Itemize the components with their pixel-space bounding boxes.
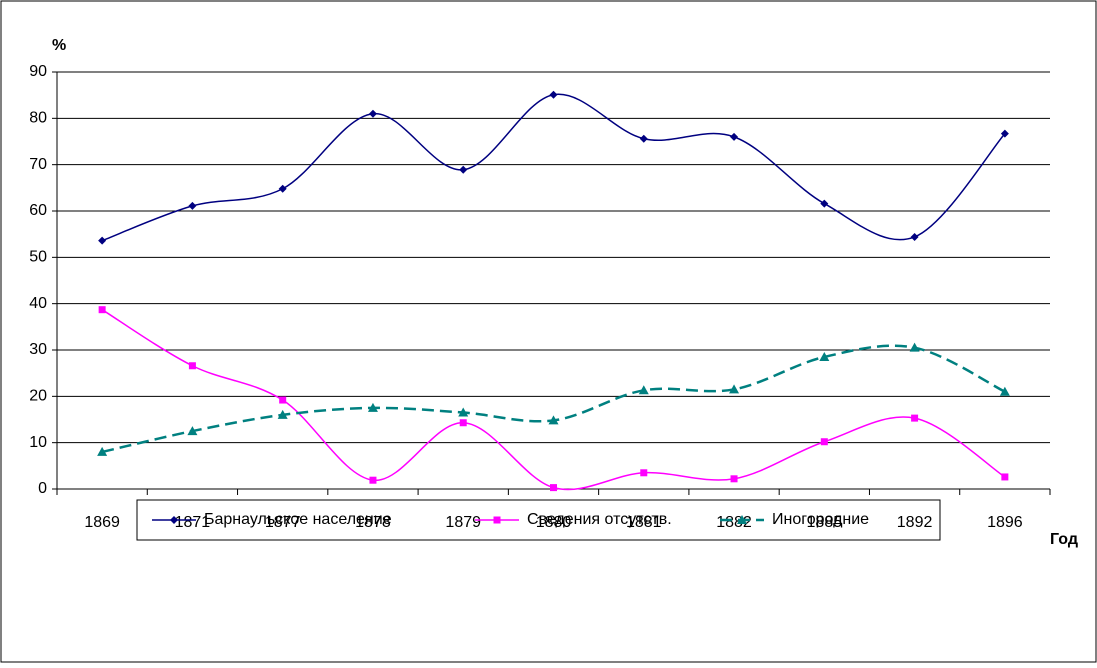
y-tick-label: 30	[29, 341, 47, 358]
legend-marker	[493, 516, 501, 524]
marker	[730, 475, 738, 483]
x-tick-label: 1896	[987, 514, 1023, 531]
marker	[459, 419, 467, 427]
x-tick-label: 1869	[84, 514, 120, 531]
marker	[459, 165, 468, 174]
y-tick-label: 90	[29, 63, 47, 80]
marker	[98, 306, 106, 314]
x-axis-label: Год	[1050, 531, 1078, 548]
legend-marker	[170, 516, 178, 524]
marker	[730, 132, 739, 141]
marker	[97, 446, 108, 456]
y-tick-label: 20	[29, 388, 47, 405]
marker	[909, 342, 920, 352]
marker	[640, 469, 648, 477]
marker	[1001, 473, 1009, 481]
marker	[187, 426, 198, 436]
marker	[279, 396, 287, 404]
marker	[911, 414, 919, 422]
marker	[549, 90, 558, 99]
x-tick-label: 1879	[445, 514, 481, 531]
x-tick-label: 1871	[175, 514, 211, 531]
x-tick-label: 1881	[626, 514, 662, 531]
marker	[188, 362, 196, 370]
marker	[639, 134, 648, 143]
marker	[458, 407, 469, 417]
x-tick-label: 1882	[716, 514, 752, 531]
x-tick-label: 1892	[897, 514, 933, 531]
legend-label: Иногородние	[772, 511, 869, 528]
y-tick-label: 0	[38, 480, 47, 497]
y-tick-label: 80	[29, 110, 47, 127]
x-tick-label: 1880	[536, 514, 572, 531]
series-line	[101, 309, 1006, 491]
y-tick-label: 50	[29, 249, 47, 266]
marker	[1000, 129, 1009, 138]
marker	[910, 232, 919, 241]
y-tick-label: 60	[29, 202, 47, 219]
marker	[820, 438, 828, 446]
y-tick-label: 70	[29, 156, 47, 173]
x-tick-label: 1877	[265, 514, 301, 531]
marker	[999, 386, 1010, 396]
y-axis-label: %	[52, 37, 66, 54]
marker	[277, 409, 288, 419]
marker	[367, 402, 378, 412]
legend-label: Барнаульское население	[204, 511, 392, 528]
marker	[729, 384, 740, 394]
marker	[548, 415, 559, 425]
legend-box	[136, 499, 941, 541]
x-tick-label: 1878	[355, 514, 391, 531]
legend-marker	[737, 515, 747, 524]
x-tick-label: 1885	[807, 514, 843, 531]
marker	[278, 184, 287, 193]
marker	[98, 236, 107, 245]
marker	[368, 109, 377, 118]
marker	[819, 351, 830, 361]
marker	[188, 201, 197, 210]
marker	[638, 385, 649, 395]
marker	[369, 476, 377, 484]
legend-label: Сведения отсутств.	[527, 511, 672, 528]
y-tick-label: 40	[29, 295, 47, 312]
marker	[550, 484, 557, 492]
y-tick-label: 10	[29, 434, 47, 451]
marker	[820, 199, 829, 208]
